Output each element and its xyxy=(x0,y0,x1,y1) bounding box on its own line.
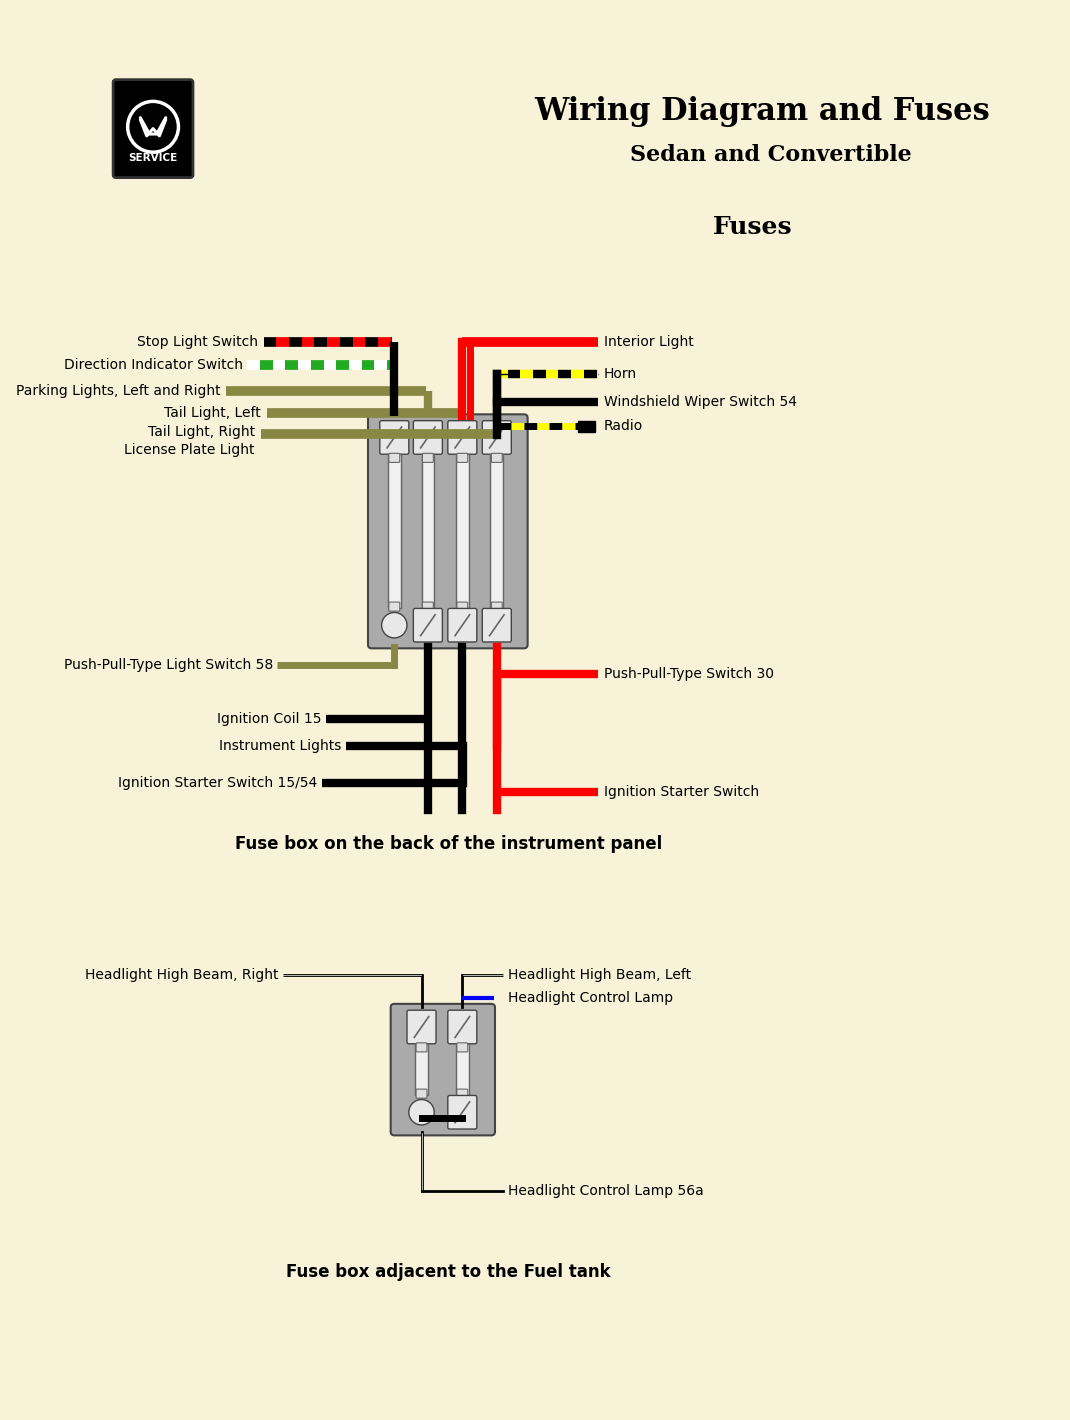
FancyBboxPatch shape xyxy=(423,602,433,611)
FancyBboxPatch shape xyxy=(416,1089,427,1098)
Circle shape xyxy=(382,612,407,638)
Text: Sedan and Convertible: Sedan and Convertible xyxy=(630,143,912,166)
FancyBboxPatch shape xyxy=(388,453,400,463)
Text: Direction Indicator Switch: Direction Indicator Switch xyxy=(64,358,243,372)
FancyBboxPatch shape xyxy=(448,608,477,642)
Text: Fuses: Fuses xyxy=(713,216,793,240)
FancyBboxPatch shape xyxy=(388,602,400,611)
Text: Tail Light, Right: Tail Light, Right xyxy=(148,425,255,439)
FancyBboxPatch shape xyxy=(457,453,468,463)
FancyBboxPatch shape xyxy=(491,453,502,463)
Bar xyxy=(388,454,400,608)
Text: Push-Pull-Type Switch 30: Push-Pull-Type Switch 30 xyxy=(603,667,774,680)
Text: Radio: Radio xyxy=(603,419,643,433)
Bar xyxy=(456,1044,469,1095)
FancyBboxPatch shape xyxy=(113,80,193,178)
Circle shape xyxy=(409,1099,434,1125)
FancyBboxPatch shape xyxy=(448,1010,477,1044)
Text: Stop Light Switch: Stop Light Switch xyxy=(137,335,258,349)
Text: Headlight Control Lamp: Headlight Control Lamp xyxy=(507,991,673,1005)
FancyBboxPatch shape xyxy=(380,420,409,454)
FancyBboxPatch shape xyxy=(457,1089,468,1098)
Text: Parking Lights, Left and Right: Parking Lights, Left and Right xyxy=(16,383,220,398)
Bar xyxy=(422,454,434,608)
FancyBboxPatch shape xyxy=(448,1095,477,1129)
Text: Headlight High Beam, Right: Headlight High Beam, Right xyxy=(85,968,278,981)
FancyBboxPatch shape xyxy=(491,602,502,611)
Text: Horn: Horn xyxy=(603,368,637,382)
Bar xyxy=(579,420,595,433)
Text: Tail Light, Left: Tail Light, Left xyxy=(164,406,261,419)
Text: License Plate Light: License Plate Light xyxy=(124,443,255,457)
FancyBboxPatch shape xyxy=(391,1004,495,1136)
FancyBboxPatch shape xyxy=(457,1042,468,1052)
Text: Windshield Wiper Switch 54: Windshield Wiper Switch 54 xyxy=(603,395,797,409)
FancyBboxPatch shape xyxy=(448,420,477,454)
Text: Ignition Starter Switch 15/54: Ignition Starter Switch 15/54 xyxy=(118,775,317,790)
Text: Fuse box adjacent to the Fuel tank: Fuse box adjacent to the Fuel tank xyxy=(287,1264,611,1281)
FancyBboxPatch shape xyxy=(413,608,442,642)
FancyBboxPatch shape xyxy=(413,420,442,454)
FancyBboxPatch shape xyxy=(483,420,511,454)
FancyBboxPatch shape xyxy=(416,1042,427,1052)
FancyBboxPatch shape xyxy=(457,602,468,611)
Text: Wiring Diagram and Fuses: Wiring Diagram and Fuses xyxy=(534,97,990,126)
FancyBboxPatch shape xyxy=(407,1010,437,1044)
Text: Fuse box on the back of the instrument panel: Fuse box on the back of the instrument p… xyxy=(235,835,662,853)
Bar xyxy=(456,454,469,608)
Text: Instrument Lights: Instrument Lights xyxy=(219,740,341,753)
Bar xyxy=(490,454,503,608)
Text: Headlight High Beam, Left: Headlight High Beam, Left xyxy=(507,968,691,981)
Text: Interior Light: Interior Light xyxy=(603,335,693,349)
Text: Headlight Control Lamp 56a: Headlight Control Lamp 56a xyxy=(507,1184,703,1197)
Text: Ignition Starter Switch: Ignition Starter Switch xyxy=(603,785,759,798)
Text: SERVICE: SERVICE xyxy=(128,153,178,163)
FancyBboxPatch shape xyxy=(483,608,511,642)
Text: Ignition Coil 15: Ignition Coil 15 xyxy=(217,711,322,726)
Bar xyxy=(415,1044,428,1095)
FancyBboxPatch shape xyxy=(423,453,433,463)
Text: Push-Pull-Type Light Switch 58: Push-Pull-Type Light Switch 58 xyxy=(63,657,273,672)
FancyBboxPatch shape xyxy=(368,415,528,649)
